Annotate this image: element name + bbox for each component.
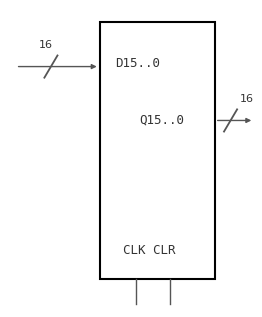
Text: 16: 16 [39, 40, 53, 50]
Text: Q15..0: Q15..0 [139, 114, 184, 127]
Text: CLK CLR: CLK CLR [123, 244, 176, 257]
Bar [100, 22, 215, 279]
Text: 16: 16 [240, 94, 254, 104]
Text: D15..0: D15..0 [115, 57, 160, 70]
